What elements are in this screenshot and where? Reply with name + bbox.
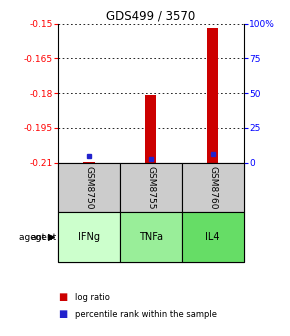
- Title: GDS499 / 3570: GDS499 / 3570: [106, 9, 195, 23]
- FancyBboxPatch shape: [58, 212, 120, 262]
- FancyBboxPatch shape: [120, 163, 182, 212]
- Text: ■: ■: [58, 309, 67, 319]
- Text: GSM8755: GSM8755: [146, 166, 155, 209]
- Bar: [145, 95, 156, 163]
- Text: IFNg: IFNg: [78, 232, 100, 242]
- Text: agent ▶: agent ▶: [19, 233, 55, 242]
- Text: IL4: IL4: [205, 232, 220, 242]
- FancyBboxPatch shape: [182, 163, 244, 212]
- Text: agent: agent: [30, 233, 57, 242]
- Text: log ratio: log ratio: [75, 293, 110, 302]
- Text: percentile rank within the sample: percentile rank within the sample: [75, 310, 218, 319]
- Text: TNFa: TNFa: [139, 232, 163, 242]
- FancyBboxPatch shape: [58, 163, 120, 212]
- FancyBboxPatch shape: [120, 212, 182, 262]
- Text: ■: ■: [58, 292, 67, 302]
- Text: GSM8750: GSM8750: [84, 166, 93, 209]
- FancyBboxPatch shape: [182, 212, 244, 262]
- Bar: [83, 162, 95, 163]
- Text: GSM8760: GSM8760: [208, 166, 217, 209]
- Bar: [207, 28, 218, 163]
